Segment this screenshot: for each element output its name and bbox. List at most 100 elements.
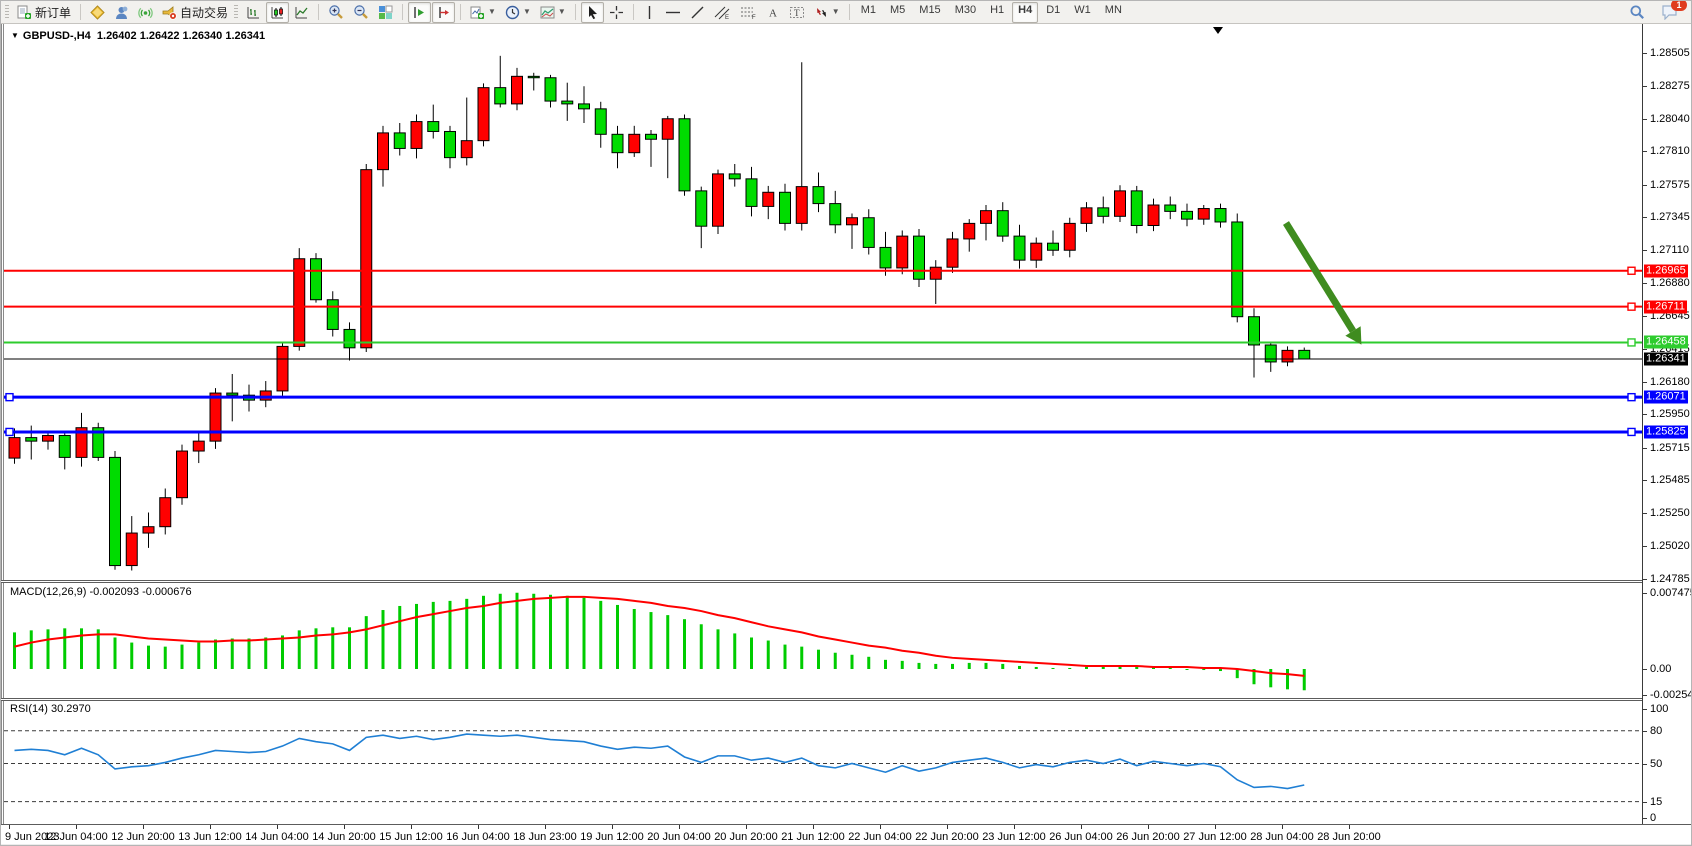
crosshair-icon — [609, 5, 624, 20]
chart-shift-button[interactable] — [432, 1, 456, 23]
axis-tick — [1643, 316, 1647, 317]
time-axis-tick — [1148, 825, 1149, 829]
signals-icon — [138, 5, 153, 20]
axis-tick — [1643, 151, 1647, 153]
axis-tick — [1643, 53, 1647, 54]
price-axis[interactable]: 1.28505 1.28275 1.28040 1.27810 1.27575 1.273… — [1642, 24, 1692, 824]
scroll-to-end-marker-icon — [1213, 27, 1223, 34]
axis-tick — [1643, 694, 1647, 696]
time-axis-tick — [210, 825, 211, 829]
auto-trading-label: 自动交易 — [180, 5, 229, 20]
metaeditor-button[interactable] — [86, 2, 109, 23]
panel-separator[interactable] — [1, 580, 1646, 583]
time-axis-label: 12 Jun 04:00 — [44, 831, 108, 843]
rsi-indicator-label: RSI(14) 30.2970 — [10, 703, 91, 715]
templates-button[interactable]: ▼ — [536, 2, 570, 23]
timeframe-button-h1[interactable]: H1 — [990, 3, 1005, 16]
axis-tick — [1643, 414, 1647, 416]
line-chart-button[interactable] — [290, 2, 313, 23]
time-axis-tick — [947, 825, 948, 829]
new-order-button[interactable]: 新订单 — [13, 2, 75, 23]
timeframe-button-h4[interactable]: H4 — [1012, 1, 1039, 23]
price-axis-label: 50 — [1650, 757, 1663, 770]
line-chart-icon — [294, 5, 309, 20]
price-axis-label: 1.27810 — [1650, 145, 1690, 158]
periods-button[interactable]: ▼ — [501, 2, 535, 23]
rsi-panel-canvas[interactable] — [4, 701, 1642, 824]
time-axis-label: 19 Jun 12:00 — [580, 831, 644, 843]
time-axis[interactable]: 9 Jun 2023 12 Jun 04:00 12 Jun 20:00 13 Jun… — [1, 824, 1691, 845]
down-arrow-annotation — [1283, 221, 1356, 333]
time-axis-label: 26 Jun 04:00 — [1049, 831, 1113, 843]
toolbar-drag-handle[interactable] — [234, 4, 239, 20]
vertical-line-icon — [643, 5, 656, 20]
timeframe-button-m1[interactable]: M1 — [860, 3, 876, 16]
axis-tick — [1643, 763, 1647, 765]
text-button[interactable]: A — [762, 2, 784, 23]
time-axis-tick — [1014, 825, 1015, 829]
axis-tick — [1643, 579, 1647, 580]
time-axis-tick — [344, 825, 345, 829]
collapse-triangle-icon[interactable]: ▼ — [11, 31, 19, 40]
toolbar-drag-handle[interactable] — [5, 4, 9, 20]
zoom-in-icon — [328, 4, 344, 20]
time-axis-tick — [545, 825, 546, 829]
market-button[interactable] — [110, 2, 133, 23]
vertical-line-button[interactable] — [639, 2, 660, 23]
auto-scroll-icon — [412, 5, 427, 20]
cursor-button[interactable] — [580, 1, 604, 23]
cursor-arrow-icon — [585, 5, 600, 20]
timeframe-button-m5[interactable]: M5 — [890, 3, 906, 16]
zoom-out-icon — [353, 4, 369, 20]
signals-button[interactable] — [134, 2, 157, 23]
timeframe-button-m15[interactable]: M15 — [919, 3, 941, 16]
zoom-out-button[interactable] — [349, 2, 373, 23]
indicators-button[interactable]: ▼ — [466, 2, 500, 23]
timeframe-button-w1[interactable]: W1 — [1074, 3, 1091, 16]
price-axis-label: 0.007475 — [1650, 587, 1692, 599]
chat-button[interactable]: 1 — [1657, 1, 1687, 23]
timeframe-button-mn[interactable]: MN — [1104, 3, 1122, 16]
periods-clock-icon — [505, 5, 520, 20]
panel-separator[interactable] — [1, 698, 1646, 701]
search-icon — [1629, 4, 1645, 20]
fibonacci-button[interactable]: F — [736, 2, 761, 23]
tile-windows-icon — [378, 5, 393, 20]
time-axis-tick — [1215, 825, 1216, 829]
price-chart-canvas[interactable] — [4, 25, 1642, 581]
auto-trading-icon — [162, 5, 177, 20]
axis-tick — [1643, 545, 1647, 547]
candlestick-chart-button[interactable] — [266, 1, 290, 23]
price-axis-label: 1.24785 — [1650, 573, 1690, 585]
arrows-icon — [814, 5, 829, 20]
zoom-in-button[interactable] — [324, 2, 348, 23]
trendline-button[interactable] — [686, 2, 709, 23]
search-button[interactable] — [1625, 2, 1649, 23]
text-label-button[interactable]: T — [785, 2, 809, 23]
svg-text:E: E — [725, 15, 729, 20]
axis-tick — [1643, 709, 1647, 710]
price-axis-label: 15 — [1650, 795, 1663, 808]
crosshair-button[interactable] — [605, 2, 628, 23]
bar-chart-button[interactable] — [242, 2, 265, 23]
timeframe-button-m30[interactable]: M30 — [954, 3, 977, 16]
horizontal-line-button[interactable] — [661, 2, 685, 23]
auto-trading-button[interactable]: 自动交易 — [158, 2, 232, 23]
arrows-button[interactable]: ▼ — [810, 2, 844, 23]
trendline-icon — [690, 5, 705, 20]
indicators-icon — [470, 5, 485, 20]
chevron-down-icon: ▼ — [831, 7, 840, 16]
svg-text:A: A — [769, 7, 777, 19]
horizontal-line-icon — [665, 5, 681, 20]
auto-scroll-button[interactable] — [408, 1, 432, 23]
tile-windows-button[interactable] — [374, 2, 397, 23]
time-axis-tick — [679, 825, 680, 829]
price-level-label: 1.26341 — [1644, 352, 1688, 366]
time-axis-tick — [9, 825, 10, 829]
timeframe-button-d1[interactable]: D1 — [1046, 3, 1061, 16]
macd-panel-canvas[interactable] — [4, 583, 1642, 698]
time-axis-tick — [478, 825, 479, 829]
svg-text:F: F — [752, 15, 756, 20]
bar-chart-icon — [246, 5, 261, 20]
channel-button[interactable]: E — [710, 2, 735, 23]
